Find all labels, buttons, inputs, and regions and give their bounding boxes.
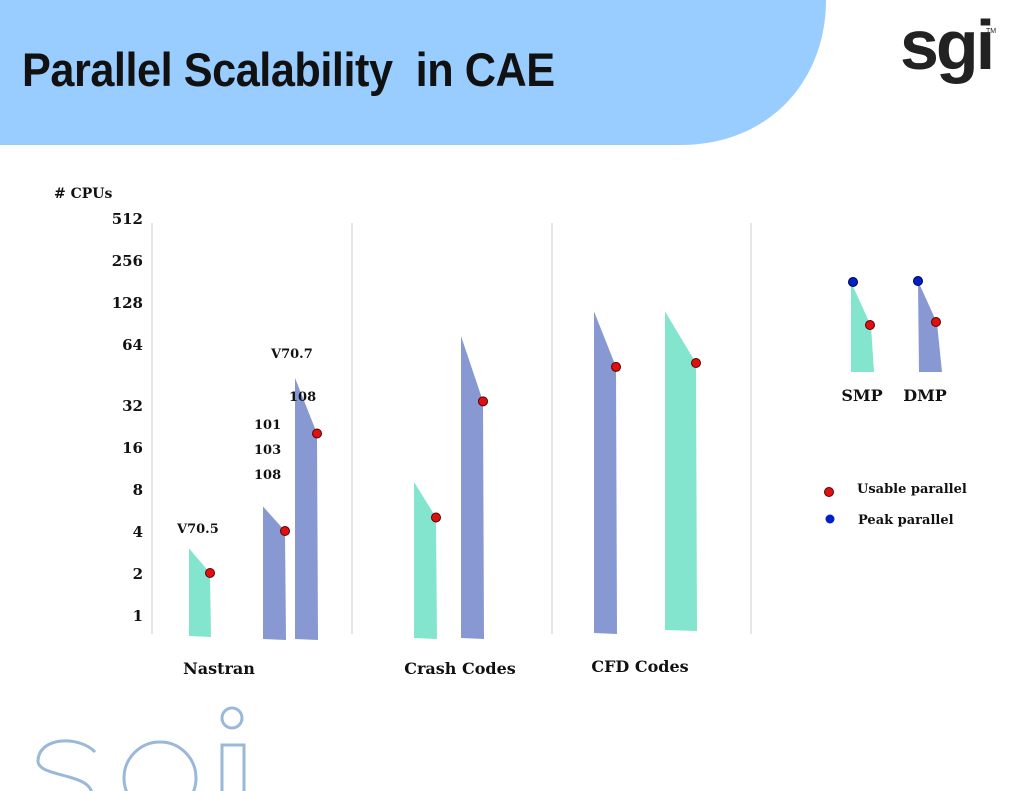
bar-nastran-dmp-1 <box>263 506 286 640</box>
legend-label-usable: Usable parallel <box>857 482 967 497</box>
legend-smp-peak-point <box>848 277 858 287</box>
usable-point-2 <box>312 428 322 439</box>
legend-usable-marker <box>824 487 834 497</box>
y-axis-label: # CPUs <box>54 186 112 202</box>
y-tick-label-128: 128 <box>112 294 143 312</box>
y-tick-label-32: 32 <box>122 397 143 415</box>
annotation-5: 108 <box>254 468 281 483</box>
annotation-0: V70.5 <box>176 522 219 537</box>
bar-nastran-dmp-2 <box>295 377 318 640</box>
y-tick-label-16: 16 <box>122 439 143 457</box>
legend-peak-marker <box>825 514 835 524</box>
y-tick-label-8: 8 <box>133 481 143 499</box>
y-tick-label-1: 1 <box>133 607 143 625</box>
annotation-1: V70.7 <box>270 347 313 362</box>
annotation-4: 103 <box>254 443 281 458</box>
bar-cfd-codes-smp-6 <box>665 311 697 631</box>
legend-label-peak: Peak parallel <box>858 513 954 528</box>
y-tick-label-256: 256 <box>112 252 143 270</box>
legend-dmp-peak-point <box>913 276 923 286</box>
header-band <box>0 0 826 145</box>
sgi-logo: sgi <box>900 6 995 84</box>
usable-point-3 <box>431 512 441 523</box>
x-category-label-crash-codes: Crash Codes <box>404 659 516 678</box>
legend-smp-swatch <box>851 282 874 372</box>
usable-point-0 <box>205 568 215 578</box>
legend-label-smp: SMP <box>841 386 882 405</box>
annotation-2: 108 <box>289 390 316 405</box>
y-tick-label-64: 64 <box>122 336 143 354</box>
trademark-mark: TM <box>986 28 997 35</box>
bar-crash-codes-smp-3 <box>414 481 437 639</box>
bar-cfd-codes-dmp-5 <box>594 311 617 634</box>
bar-crash-codes-dmp-4 <box>461 335 484 639</box>
legend-label-dmp: DMP <box>903 386 947 405</box>
y-tick-label-2: 2 <box>133 565 143 583</box>
y-tick-label-4: 4 <box>133 523 143 541</box>
usable-point-1 <box>280 526 290 536</box>
legend-smp-usable-point <box>865 320 875 330</box>
bar-nastran-smp-0 <box>189 548 211 637</box>
usable-point-6 <box>691 358 701 368</box>
chart-frame <box>151 223 752 634</box>
x-category-label-cfd-codes: CFD Codes <box>591 657 688 676</box>
y-tick-label-512: 512 <box>112 210 143 228</box>
usable-point-5 <box>611 361 621 372</box>
page-title: Parallel Scalability in CAE <box>22 43 555 96</box>
x-category-label-nastran: Nastran <box>183 659 255 678</box>
legend-dmp-swatch <box>918 281 942 372</box>
annotation-3: 101 <box>254 418 281 433</box>
usable-point-4 <box>478 396 488 407</box>
watermark-logo <box>36 706 246 791</box>
legend-dmp-usable-point <box>931 317 941 327</box>
